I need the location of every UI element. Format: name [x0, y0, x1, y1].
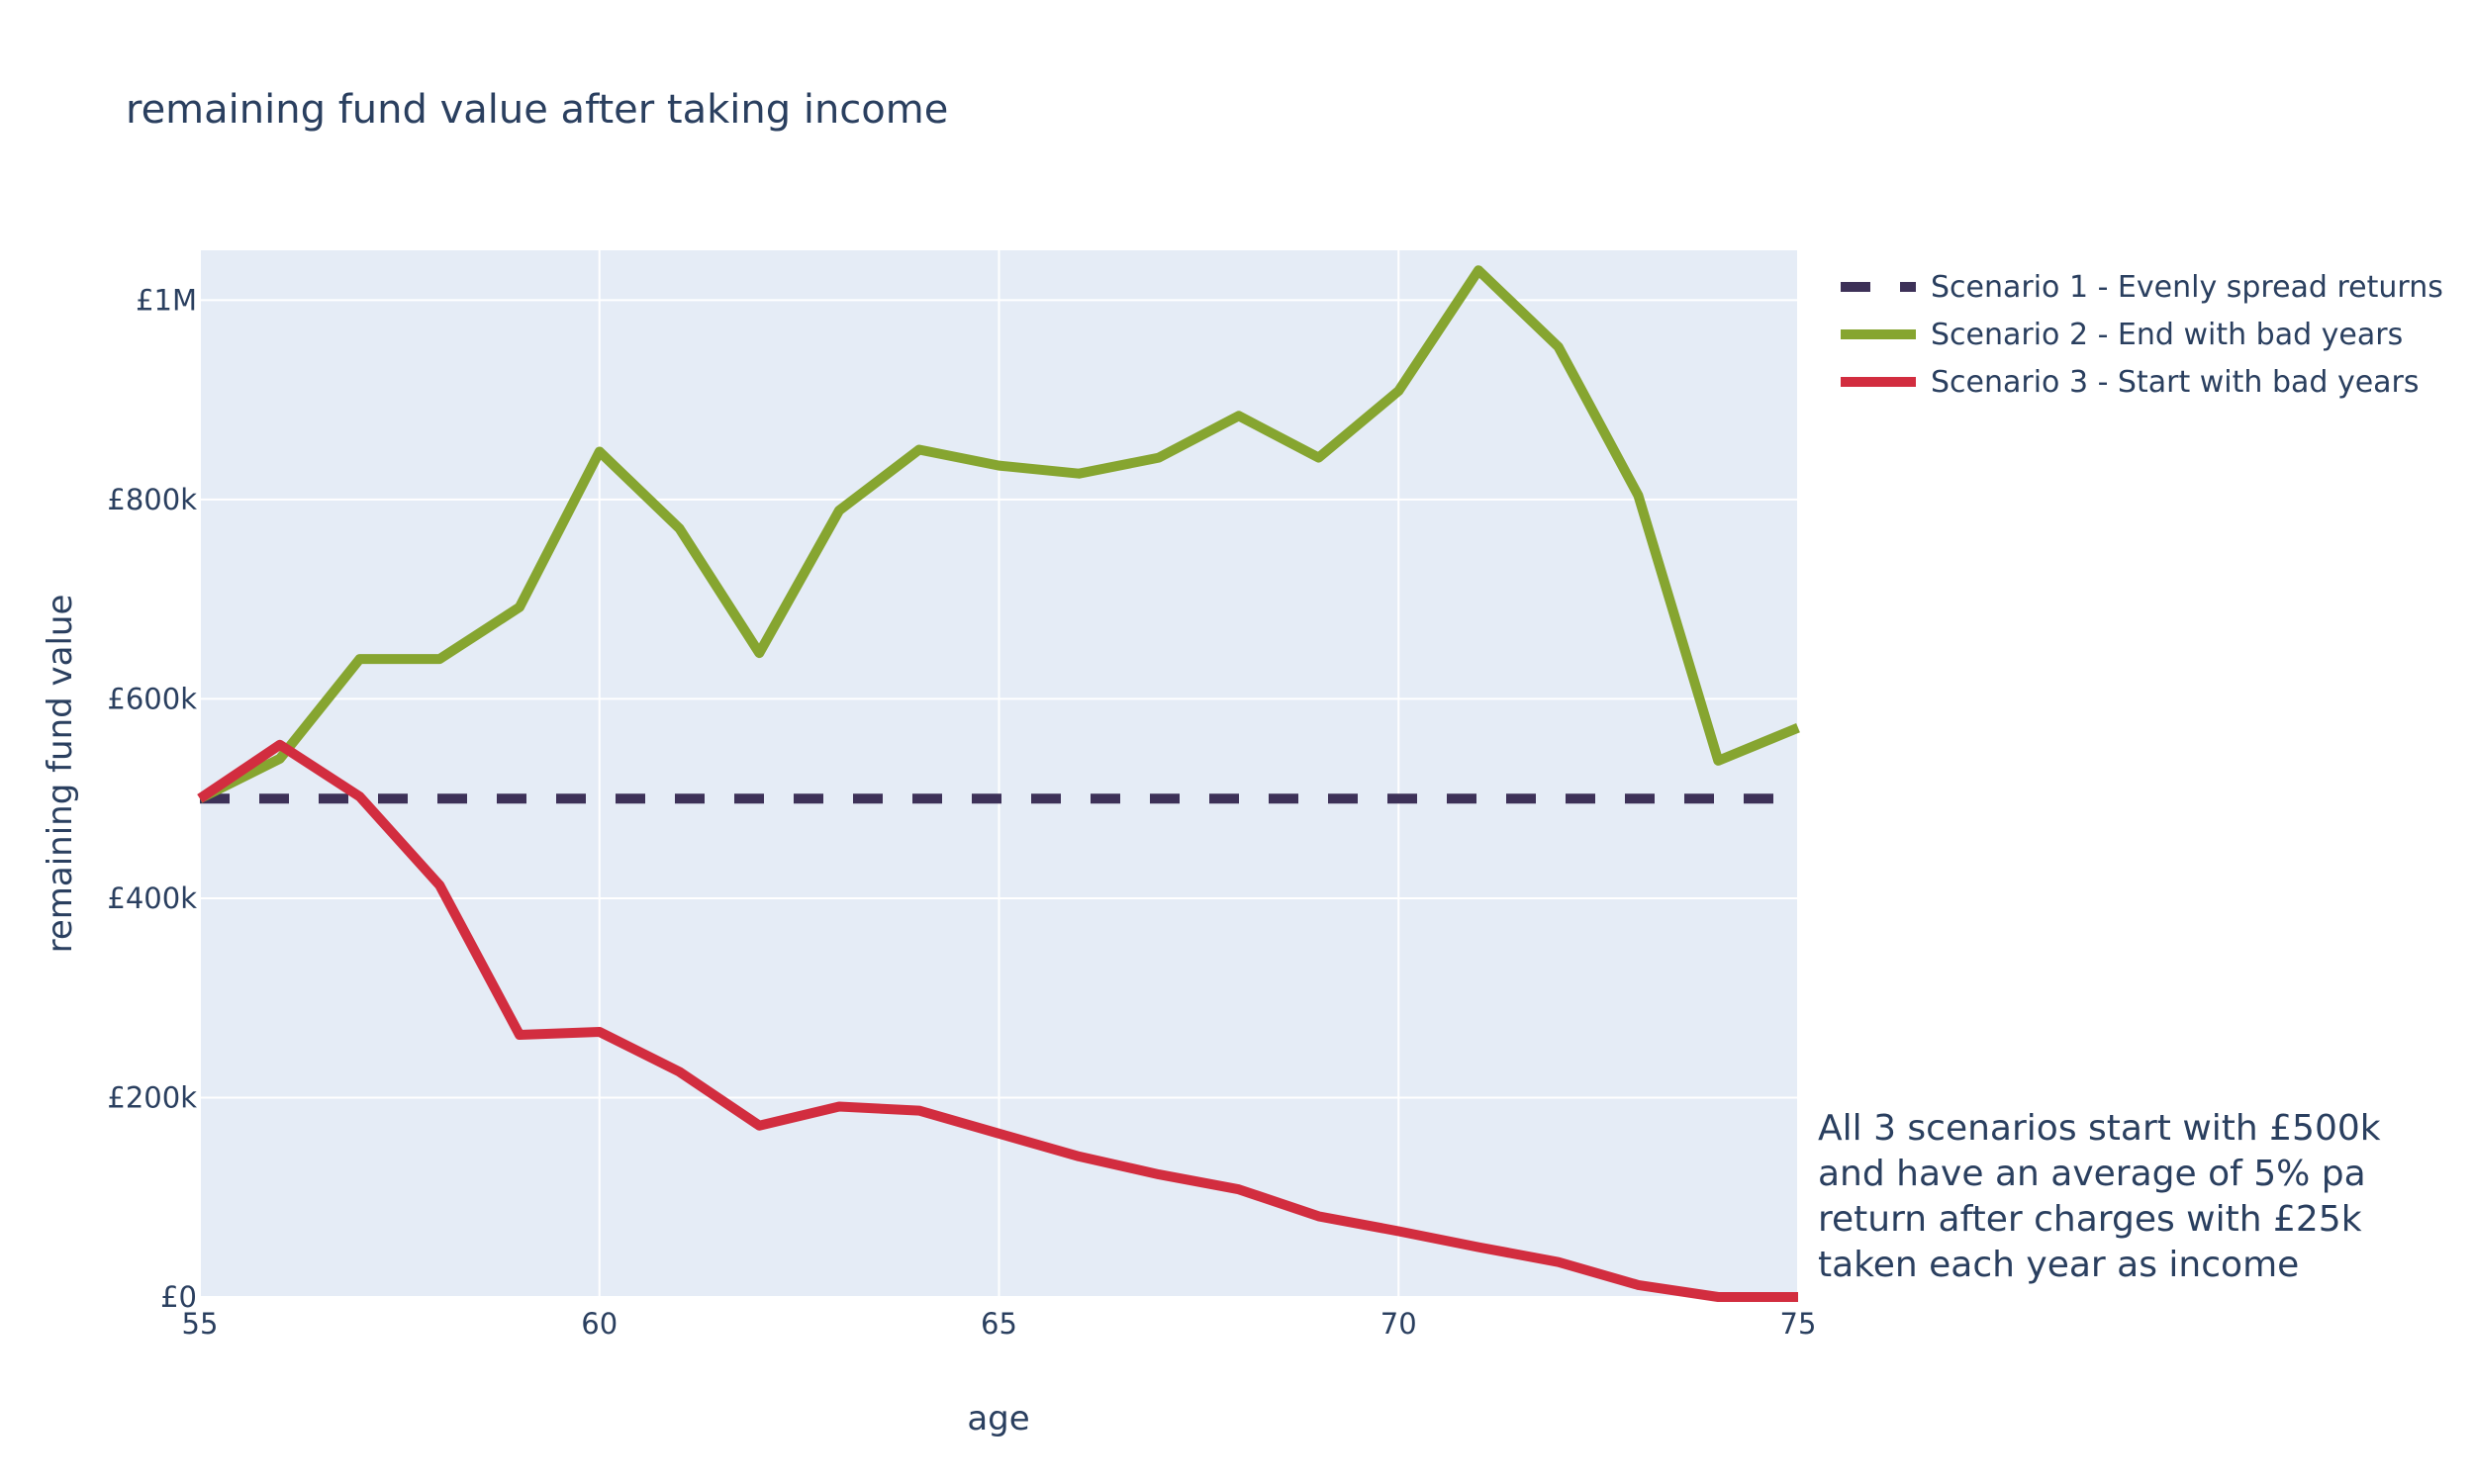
- legend-label: Scenario 2 - End with bad years: [1931, 318, 2403, 352]
- y-axis-title: remaining fund value: [41, 595, 80, 954]
- annotation-line: return after charges with £25k: [1818, 1199, 2362, 1240]
- series-line-scenario-2-end-with-bad-years: [197, 265, 1800, 803]
- x-tick-label: 55: [182, 1307, 219, 1341]
- x-axis-tick-labels: 55 60 65 70 75: [182, 1307, 1817, 1341]
- x-tick-label: 75: [1780, 1307, 1817, 1341]
- series-line-scenario-3-start-with-bad-years: [197, 739, 1798, 1302]
- legend: Scenario 1 - Evenly spread returns Scenar…: [1841, 270, 2443, 400]
- grid-lines: [199, 250, 1799, 1298]
- x-tick-label: 60: [581, 1307, 618, 1341]
- y-tick-label: £400k: [107, 881, 197, 915]
- series-lines: [197, 265, 1800, 1302]
- x-tick-label: 70: [1380, 1307, 1417, 1341]
- y-axis-tick-labels: £0 £200k £400k £600k £800k £1M: [107, 283, 197, 1314]
- y-tick-label: £1M: [136, 283, 197, 317]
- chart-title: remaining fund value after taking income: [126, 87, 948, 133]
- y-tick-label: £0: [160, 1280, 197, 1314]
- y-tick-label: £200k: [107, 1080, 197, 1114]
- y-tick-label: £600k: [107, 682, 197, 715]
- annotation-line: All 3 scenarios start with £500k: [1818, 1108, 2381, 1149]
- y-tick-label: £800k: [107, 483, 197, 516]
- scenario-note-annotation: All 3 scenarios start with £500k and hav…: [1818, 1108, 2392, 1285]
- annotation-line: and have an average of 5% pa: [1818, 1154, 2366, 1194]
- legend-label: Scenario 3 - Start with bad years: [1931, 365, 2420, 400]
- legend-label: Scenario 1 - Evenly spread returns: [1931, 270, 2443, 305]
- x-axis-title: age: [967, 1399, 1029, 1438]
- annotation-line: taken each year as income: [1818, 1245, 2299, 1285]
- x-tick-label: 65: [981, 1307, 1017, 1341]
